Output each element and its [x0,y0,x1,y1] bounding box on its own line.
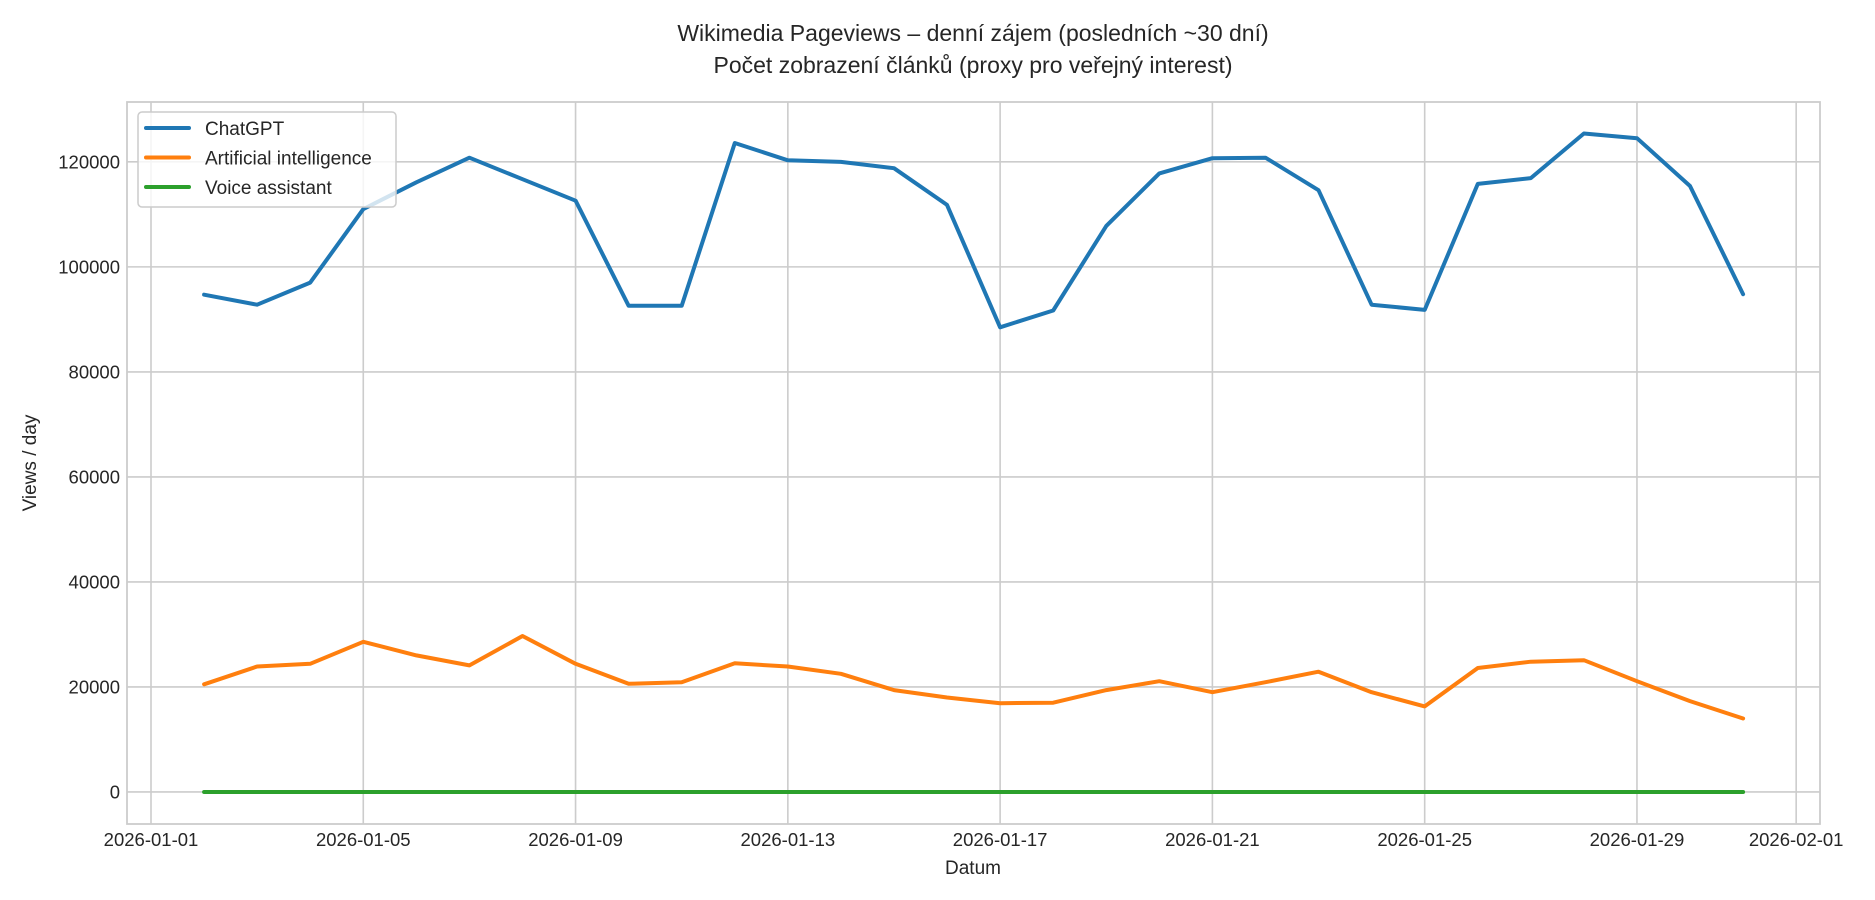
legend-label: Voice assistant [205,178,332,199]
y-tick-label: 100000 [58,256,120,277]
chart-title-line-1: Wikimedia Pageviews – denní zájem (posle… [677,20,1268,46]
x-tick-label: 2026-01-25 [1377,829,1472,850]
series-line-chatgpt [202,131,1746,330]
data-series [202,131,1746,794]
x-tick-label: 2026-01-17 [953,829,1048,850]
x-tick-label: 2026-01-01 [104,829,199,850]
y-tick-label: 80000 [69,361,120,382]
x-tick-label: 2026-01-05 [316,829,411,850]
x-gridlines [150,102,1797,824]
y-tick-label: 60000 [69,466,120,487]
x-tick-label: 2026-01-13 [741,829,836,850]
chart-subtitle: Počet zobrazení článků (proxy pro veřejn… [713,52,1232,78]
y-tick-labels: 0 20000 40000 60000 80000 100000 120000 [58,151,120,802]
y-tick-label: 20000 [69,676,120,697]
y-gridlines [127,161,1820,793]
x-tick-label: 2026-01-09 [528,829,623,850]
x-tick-labels: 2026-01-01 2026-01-05 2026-01-09 2026-01-13… [104,829,1844,850]
legend-label: ChatGPT [205,119,285,140]
legend-box [137,111,397,208]
x-tick-label: 2026-01-21 [1165,829,1260,850]
y-axis-label: Views / day [20,414,41,511]
y-tick-label: 0 [110,781,120,802]
y-tick-label: 40000 [69,571,120,592]
x-tick-label: 2026-02-01 [1749,829,1844,850]
y-tick-label: 120000 [58,151,120,172]
x-tick-label: 2026-01-29 [1590,829,1685,850]
series-line-artificial-intelligence [202,634,1746,721]
legend-label: Artificial intelligence [205,149,372,170]
plot-area-frame [126,101,1821,825]
legend: ChatGPT Artificial intelligence Voice assi… [137,111,397,208]
chart-title: Wikimedia Pageviews – denní zájem (posle… [677,20,1268,78]
x-axis-label: Datum [945,858,1001,879]
